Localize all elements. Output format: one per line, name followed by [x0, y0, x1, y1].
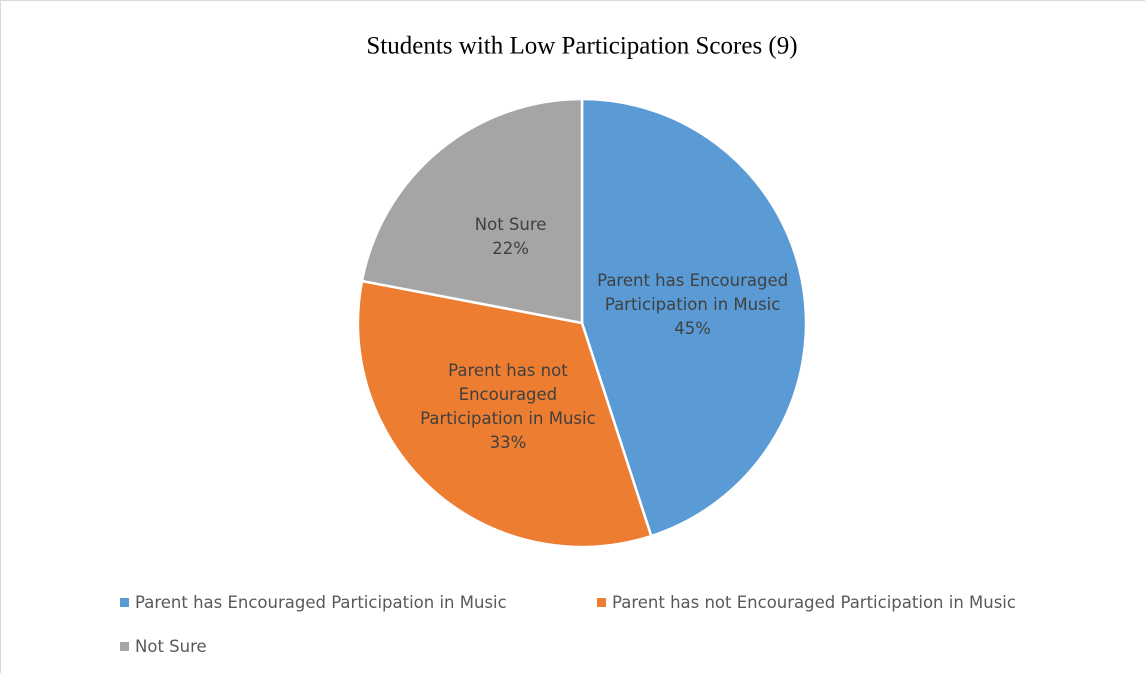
legend-swatch	[597, 597, 606, 607]
pie-slice	[360, 97, 584, 325]
data-label-value: 33%	[489, 433, 527, 452]
legend-item: Not Sure	[120, 634, 207, 658]
data-label-category: Not Sure	[474, 214, 547, 234]
data-label-category: Parent has not Encouraged Participation …	[420, 361, 596, 428]
legend-item: Parent has Encouraged Participation in M…	[120, 590, 507, 614]
pie-slice	[580, 97, 808, 538]
legend-swatch	[120, 641, 129, 651]
data-label: Not Sure 22%	[413, 213, 609, 261]
pie-slice	[356, 279, 653, 549]
legend-label: Parent has not Encouraged Participation …	[612, 592, 1016, 612]
data-label-value: 45%	[674, 319, 711, 339]
data-label: Parent has Encouraged Participation in M…	[595, 269, 791, 341]
legend-label: Parent has Encouraged Participation in M…	[135, 592, 507, 612]
legend-label: Not Sure	[135, 636, 207, 656]
legend-item: Parent has not Encouraged Participation …	[597, 590, 1016, 614]
legend-swatch	[120, 597, 129, 607]
chart-title: Students with Low Participation Scores (…	[366, 33, 797, 60]
data-label-category: Parent has Encouraged Participation in M…	[597, 271, 789, 315]
data-label: Parent has not Encouraged Participation …	[410, 359, 606, 455]
data-label-value: 22%	[492, 238, 529, 258]
